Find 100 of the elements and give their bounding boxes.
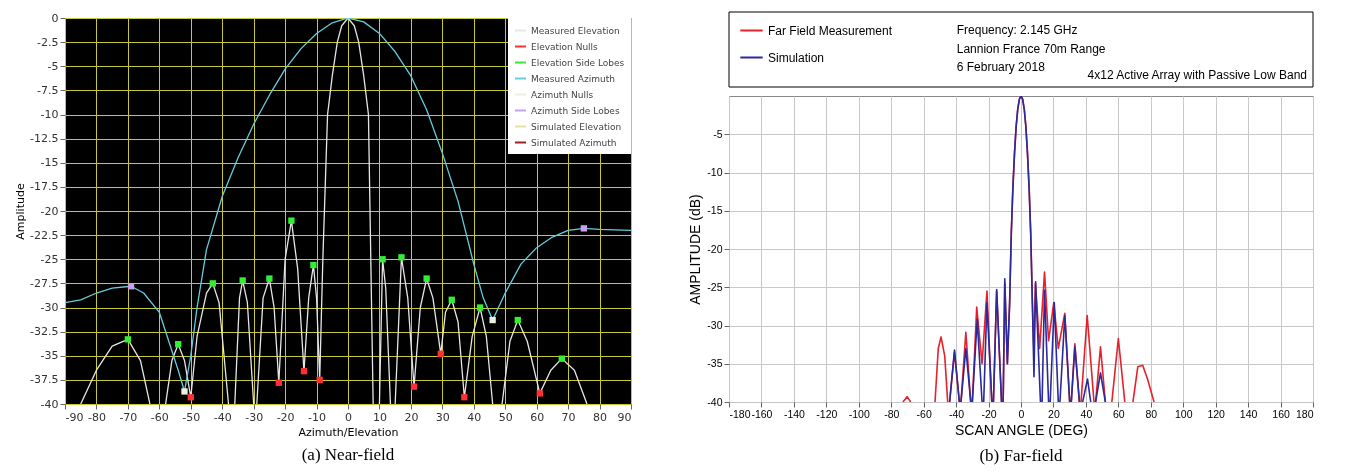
legend-label: Azimuth Nulls [531, 89, 594, 100]
point [423, 275, 430, 282]
point [300, 368, 308, 375]
y-tick-label: -30 [707, 319, 723, 331]
y-tick-label: -22.5 [30, 228, 59, 242]
x-tick-label: 60 [530, 410, 545, 424]
x-tick-label: -60 [150, 410, 169, 424]
point [461, 394, 468, 401]
x-tick-label: 20 [1048, 407, 1060, 420]
y-tick-label: -40 [707, 395, 723, 408]
point [266, 275, 273, 282]
x-tick-label: -20 [981, 407, 997, 420]
legend-label: Elevation Side Lobes [531, 57, 625, 68]
y-axis-title: AMPLITUDE (dB) [687, 194, 704, 305]
x-tick-label: -80 [884, 407, 900, 420]
y-tick-label: -15 [40, 156, 59, 170]
y-tick-label: -30 [40, 301, 59, 314]
legend-label: Simulated Azimuth [531, 137, 617, 148]
y-tick-label: -5 [713, 127, 723, 140]
x-tick-label: -80 [87, 410, 106, 424]
text: 6 February 2018 [956, 60, 1046, 74]
x-tick-label: 0 [345, 410, 352, 424]
point [398, 254, 405, 261]
point [239, 277, 246, 284]
x-tick-label: 180 [1295, 407, 1314, 420]
y-tick-label: -35 [707, 357, 723, 370]
x-tick-label: 80 [1145, 407, 1158, 420]
x-tick-label: 140 [1239, 407, 1258, 420]
x-tick-label: -70 [119, 410, 138, 424]
x-tick-label: 40 [467, 410, 482, 424]
x-tick-label: -50 [182, 410, 201, 424]
y-tick-label: -40 [40, 397, 59, 411]
legend-label: Measured Azimuth [531, 73, 615, 84]
legend-label: Simulation [768, 50, 825, 65]
y-tick-label: -35 [40, 349, 59, 363]
y-tick-label: -20 [707, 242, 723, 255]
point [209, 280, 216, 287]
y-tick-label: -12.5 [30, 132, 59, 146]
point [448, 296, 455, 303]
x-tick-label: 0 [1018, 407, 1025, 420]
y-tick-label: -37.5 [30, 373, 59, 387]
y-axis-title: Amplitude [14, 183, 28, 240]
y-tick-label: -10 [40, 108, 59, 121]
x-tick-label: -90 [65, 410, 84, 424]
x-tick-label: -30 [245, 410, 264, 424]
legend-label: Simulated Elevation [531, 121, 622, 132]
y-tick-label: -25 [707, 280, 723, 293]
y-tick-label: -17.5 [30, 180, 59, 194]
x-tick-label: -160 [751, 407, 773, 420]
point [127, 283, 135, 290]
x-tick-label: -10 [308, 410, 327, 424]
point [310, 261, 317, 269]
x-tick-label: 70 [561, 410, 576, 424]
point [181, 388, 188, 395]
x-tick-label: -20 [276, 410, 295, 424]
x-tick-label: 50 [498, 410, 513, 424]
point [124, 336, 132, 343]
point [437, 350, 444, 357]
legend-label: Measured Elevation [531, 25, 620, 36]
point [558, 355, 565, 362]
y-tick-label: -15 [707, 204, 723, 217]
x-axis-title: Azimuth/Elevation [298, 425, 399, 439]
x-tick-label: -40 [213, 410, 232, 424]
x-tick-label: -100 [848, 407, 870, 420]
x-tick-label: -120 [816, 407, 838, 420]
point [187, 394, 194, 401]
x-tick-label: 80 [593, 410, 608, 424]
y-tick-label: -20 [40, 204, 59, 218]
x-tick-label: 20 [404, 410, 419, 424]
text: 4x12 Active Array with Passive Low Band [1087, 68, 1307, 82]
legend-label: Azimuth Side Lobes [531, 105, 620, 116]
point [275, 379, 282, 386]
text: (b) Far-field [979, 445, 1064, 465]
x-tick-label: 60 [1112, 407, 1125, 420]
y-tick-label: -5 [47, 59, 59, 73]
point [514, 316, 521, 324]
legend-label: Far Field Measurement [768, 23, 893, 38]
point [410, 383, 418, 390]
y-tick-label: -32.5 [30, 325, 59, 339]
x-tick-label: 160 [1272, 407, 1290, 420]
x-tick-label: 90 [617, 410, 632, 424]
y-tick-label: -10 [707, 166, 723, 178]
x-tick-label: -180 [729, 407, 751, 420]
x-tick-label: 40 [1080, 407, 1093, 420]
point [288, 217, 295, 224]
x-tick-label: 30 [435, 410, 450, 424]
text: Lannion France 70m Range [956, 41, 1106, 56]
y-tick-label: 0 [51, 11, 59, 25]
legend-label: Elevation Nulls [531, 41, 599, 52]
point [580, 225, 587, 232]
point [379, 256, 386, 263]
text: Frequency: 2.145 GHz [956, 23, 1078, 37]
x-tick-label: 100 [1174, 407, 1193, 420]
y-tick-label: -2.5 [37, 35, 59, 49]
point [489, 316, 496, 324]
point [175, 341, 182, 348]
point [316, 376, 323, 384]
y-tick-label: -27.5 [30, 276, 59, 290]
x-tick-label: -40 [949, 407, 965, 420]
point [536, 390, 543, 397]
